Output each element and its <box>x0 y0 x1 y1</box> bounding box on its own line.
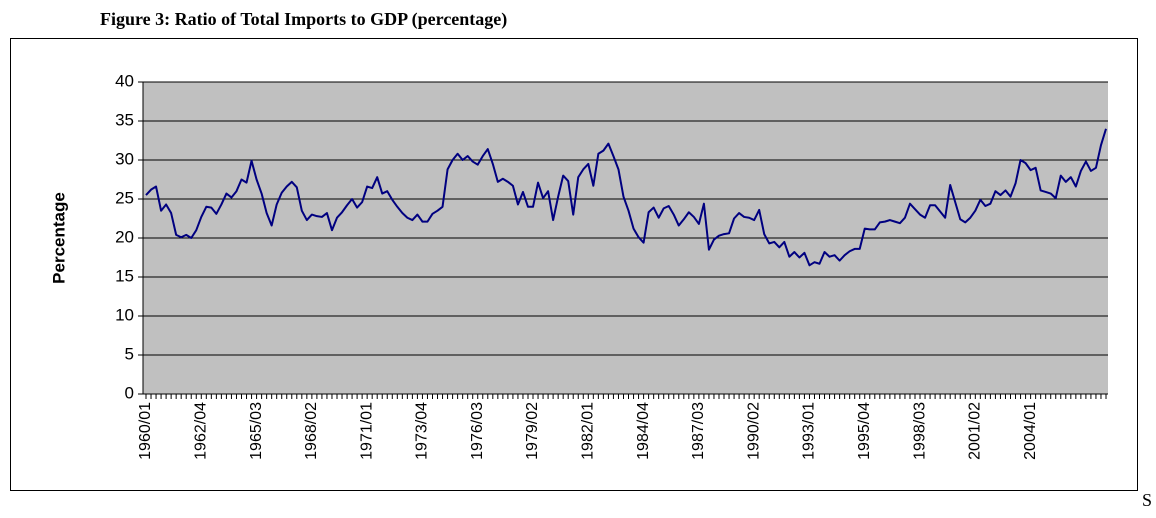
y-tick-label: 0 <box>125 383 134 402</box>
data-line <box>145 128 1107 267</box>
y-axis-label: Percentage <box>49 192 68 284</box>
y-tick-label: 25 <box>115 188 134 207</box>
y-tick-label: 30 <box>115 149 134 168</box>
x-tick-label: 1982/01 <box>580 402 597 460</box>
trailing-text: S <box>1142 490 1152 510</box>
chart-title: Figure 3: Ratio of Total Imports to GDP … <box>100 9 507 30</box>
x-tick-label: 1962/04 <box>193 402 210 460</box>
x-tick-label: 1976/03 <box>469 402 486 460</box>
x-tick-label: 1998/03 <box>911 402 928 460</box>
y-tick-label: 35 <box>115 110 134 129</box>
x-tick-label: 1968/02 <box>303 402 320 460</box>
x-tick-label: 1993/01 <box>801 402 818 460</box>
x-tick-label: 2001/02 <box>967 402 984 460</box>
y-tick-label: 20 <box>115 227 134 246</box>
x-tick-label: 2004/01 <box>1022 402 1039 460</box>
x-tick-label: 1987/03 <box>690 402 707 460</box>
y-tick-label: 40 <box>115 71 134 90</box>
y-tick-label: 15 <box>115 266 134 285</box>
y-tick-label: 5 <box>125 344 134 363</box>
x-tick-label: 1960/01 <box>137 402 154 460</box>
y-tick-label: 10 <box>115 305 134 324</box>
x-tick-label: 1979/02 <box>524 402 541 460</box>
x-tick-label: 1973/04 <box>414 402 431 460</box>
x-tick-label: 1965/03 <box>248 402 265 460</box>
x-tick-label: 1984/04 <box>635 402 652 460</box>
x-tick-label: 1990/02 <box>745 402 762 460</box>
x-tick-label: 1971/01 <box>358 402 375 460</box>
x-tick-label: 1995/04 <box>856 402 873 460</box>
chart-frame <box>10 38 1138 491</box>
